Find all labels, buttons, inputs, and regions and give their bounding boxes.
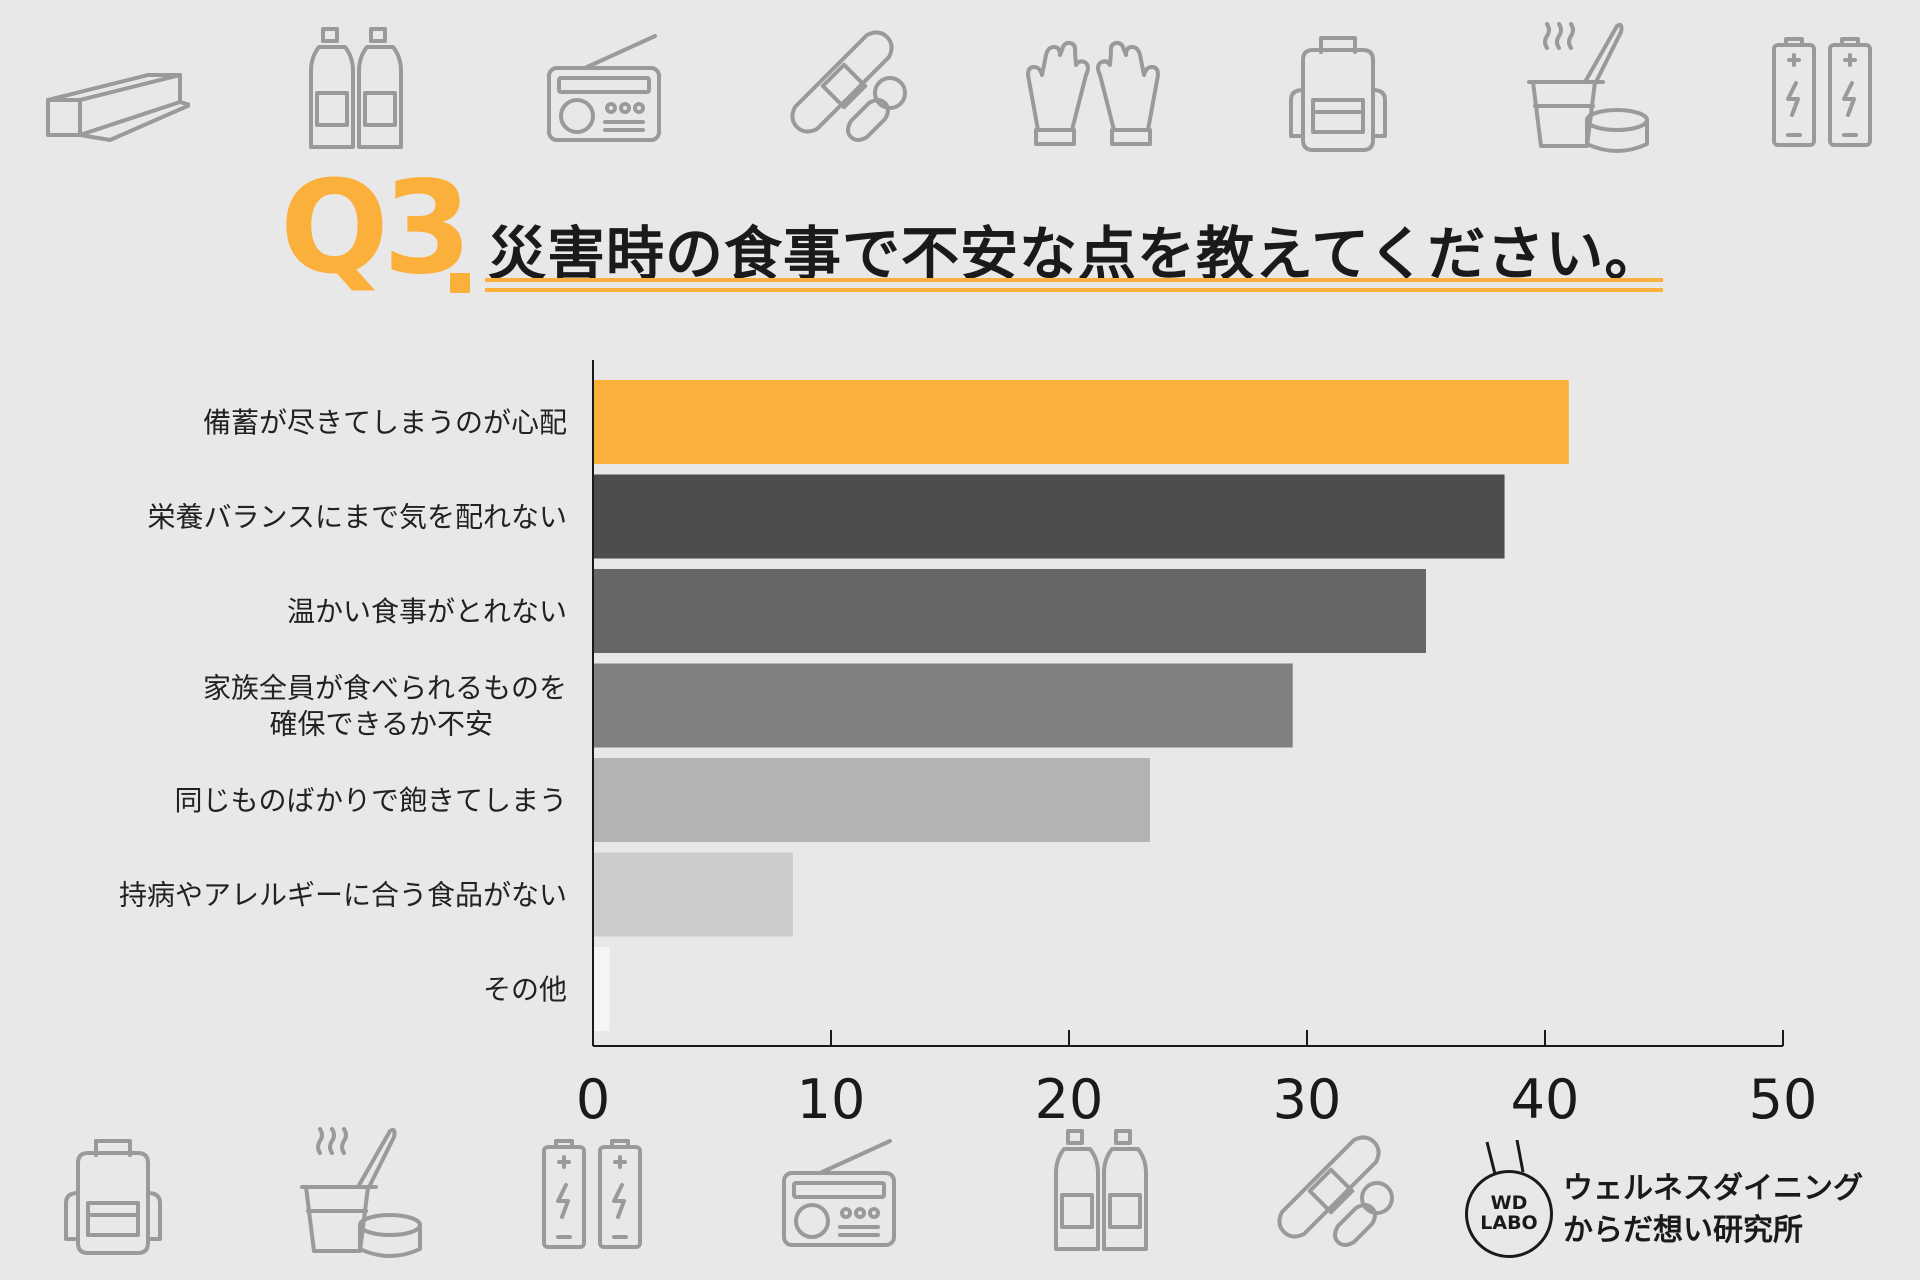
bottom-icon-row — [0, 1125, 1920, 1275]
logo-name-line2: からだ想い研究所 — [1563, 1213, 1803, 1248]
foil-wrap-icon — [46, 73, 190, 142]
gloves-icon — [1026, 40, 1160, 146]
category-label-4-line2: 確保できるか不安 — [270, 708, 493, 741]
radio-icon — [547, 34, 661, 142]
backpack-icon — [1289, 36, 1387, 152]
brand-logo: WD LABO ウェルネスダイニング からだ想い研究所 — [1455, 1140, 1895, 1270]
x-tick-label-50: 50 — [1749, 1068, 1818, 1120]
question-header: Q3 災害時の食事で不安な点を教えてください。 — [280, 165, 1680, 305]
logo-badge: WD LABO — [1465, 1170, 1553, 1258]
logo-badge-line1: WD — [1490, 1192, 1528, 1214]
category-label-7: その他 — [483, 973, 567, 1006]
bar-4 — [593, 663, 1293, 748]
water-bottles-icon — [1054, 1129, 1148, 1251]
bandage-pills-icon — [1277, 1135, 1394, 1247]
bar-2 — [593, 474, 1505, 559]
question-number: Q3 — [280, 154, 472, 303]
water-bottles-icon — [309, 27, 403, 149]
batteries-icon — [542, 1139, 642, 1249]
bar-1 — [593, 380, 1569, 464]
category-label-6: 持病やアレルギーに合う食品がない — [119, 879, 567, 912]
x-tick-label-40: 40 — [1511, 1068, 1580, 1120]
category-label-3: 温かい食事がとれない — [287, 595, 567, 628]
bar-chart: 備蓄が尽きてしまうのが心配栄養バランスにまで気を配れない温かい食事がとれない家族… — [119, 360, 1818, 1120]
bandage-pills-icon — [790, 30, 907, 142]
logo-antenna-icon — [1485, 1140, 1525, 1175]
top-icon-row — [0, 20, 1920, 170]
question-title: 災害時の食事で不安な点を教えてください。 — [488, 220, 1664, 288]
question-number-dot — [450, 273, 470, 293]
x-tick-label-0: 0 — [576, 1068, 610, 1120]
cup-noodle-canned-food-icon — [300, 1127, 422, 1258]
title-underline — [485, 278, 1663, 282]
batteries-icon — [1772, 37, 1872, 147]
bar-5 — [593, 758, 1150, 842]
title-underline — [485, 288, 1663, 292]
x-tick-label-30: 30 — [1273, 1068, 1342, 1120]
logo-name: ウェルネスダイニング からだ想い研究所 — [1563, 1168, 1863, 1252]
category-label-5: 同じものばかりで飽きてしまう — [174, 784, 567, 817]
logo-name-line1: ウェルネスダイニング — [1563, 1171, 1863, 1206]
category-label-4-line1: 家族全員が食べられるものを — [203, 672, 567, 705]
backpack-icon — [64, 1139, 162, 1255]
bar-6 — [593, 852, 793, 937]
category-label-2: 栄養バランスにまで気を配れない — [148, 501, 567, 534]
logo-badge-line2: LABO — [1480, 1212, 1538, 1234]
bar-3 — [593, 569, 1426, 653]
x-tick-label-10: 10 — [797, 1068, 866, 1120]
radio-icon — [782, 1139, 896, 1247]
category-label-1: 備蓄が尽きてしまうのが心配 — [203, 406, 567, 439]
cup-noodle-canned-food-icon — [1527, 22, 1649, 153]
x-tick-label-20: 20 — [1035, 1068, 1104, 1120]
bar-7 — [593, 947, 610, 1031]
